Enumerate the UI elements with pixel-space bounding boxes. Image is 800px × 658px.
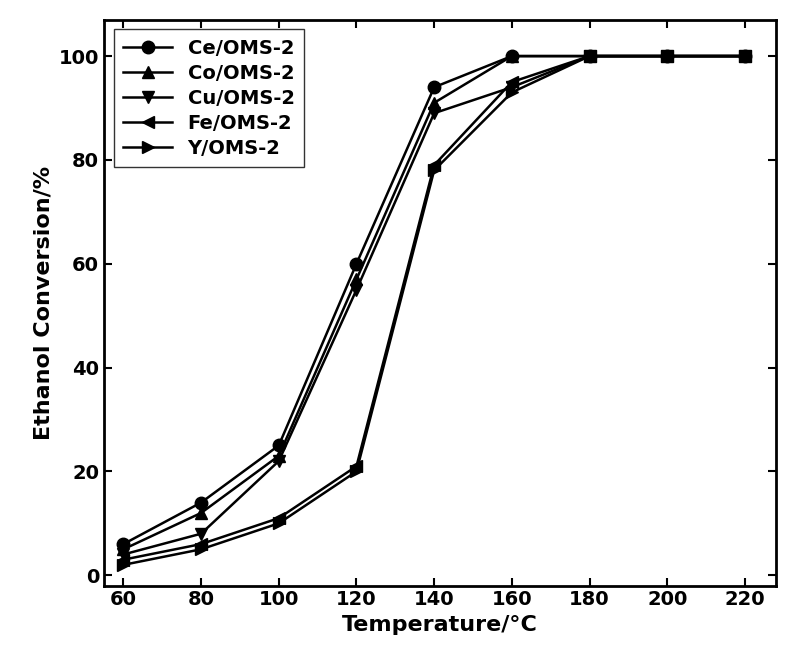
Y/OMS-2 — [740, 52, 750, 60]
Y/OMS-2 — [196, 545, 206, 553]
Co/OMS-2 — [585, 52, 594, 60]
Ce/OMS-2 — [585, 52, 594, 60]
Y/OMS-2 — [118, 561, 128, 569]
Y/OMS-2 — [585, 52, 594, 60]
Y/OMS-2 — [507, 88, 517, 96]
Co/OMS-2 — [196, 509, 206, 517]
Y/OMS-2 — [662, 52, 672, 60]
Co/OMS-2 — [352, 275, 362, 283]
Co/OMS-2 — [507, 52, 517, 60]
Ce/OMS-2 — [118, 540, 128, 548]
Co/OMS-2 — [740, 52, 750, 60]
Fe/OMS-2 — [662, 52, 672, 60]
Y/OMS-2 — [352, 467, 362, 475]
Fe/OMS-2 — [118, 556, 128, 564]
Line: Y/OMS-2: Y/OMS-2 — [117, 50, 751, 571]
Cu/OMS-2 — [196, 530, 206, 538]
Cu/OMS-2 — [118, 551, 128, 559]
Fe/OMS-2 — [585, 52, 594, 60]
Ce/OMS-2 — [740, 52, 750, 60]
Y/OMS-2 — [274, 519, 283, 527]
Line: Fe/OMS-2: Fe/OMS-2 — [117, 50, 751, 566]
Co/OMS-2 — [274, 452, 283, 460]
Y-axis label: Ethanol Conversion/%: Ethanol Conversion/% — [34, 166, 54, 440]
Cu/OMS-2 — [740, 52, 750, 60]
Fe/OMS-2 — [430, 161, 439, 169]
Ce/OMS-2 — [274, 442, 283, 449]
Cu/OMS-2 — [662, 52, 672, 60]
Ce/OMS-2 — [352, 260, 362, 268]
Y/OMS-2 — [430, 166, 439, 174]
X-axis label: Temperature/°C: Temperature/°C — [342, 615, 538, 635]
Co/OMS-2 — [662, 52, 672, 60]
Line: Ce/OMS-2: Ce/OMS-2 — [117, 50, 751, 550]
Co/OMS-2 — [430, 99, 439, 107]
Line: Cu/OMS-2: Cu/OMS-2 — [117, 50, 751, 561]
Fe/OMS-2 — [740, 52, 750, 60]
Ce/OMS-2 — [196, 499, 206, 507]
Fe/OMS-2 — [507, 78, 517, 86]
Fe/OMS-2 — [352, 463, 362, 470]
Fe/OMS-2 — [274, 514, 283, 522]
Ce/OMS-2 — [430, 84, 439, 91]
Cu/OMS-2 — [352, 286, 362, 293]
Cu/OMS-2 — [274, 457, 283, 465]
Ce/OMS-2 — [507, 52, 517, 60]
Cu/OMS-2 — [585, 52, 594, 60]
Cu/OMS-2 — [430, 109, 439, 117]
Cu/OMS-2 — [507, 84, 517, 91]
Co/OMS-2 — [118, 545, 128, 553]
Fe/OMS-2 — [196, 540, 206, 548]
Legend: Ce/OMS-2, Co/OMS-2, Cu/OMS-2, Fe/OMS-2, Y/OMS-2: Ce/OMS-2, Co/OMS-2, Cu/OMS-2, Fe/OMS-2, … — [114, 30, 304, 167]
Ce/OMS-2 — [662, 52, 672, 60]
Line: Co/OMS-2: Co/OMS-2 — [117, 50, 751, 555]
